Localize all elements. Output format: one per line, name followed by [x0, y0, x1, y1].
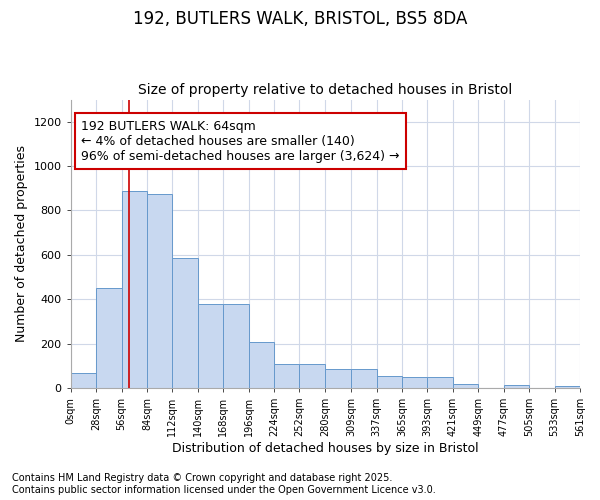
Bar — [402, 378, 427, 388]
Text: 192, BUTLERS WALK, BRISTOL, BS5 8DA: 192, BUTLERS WALK, BRISTOL, BS5 8DA — [133, 10, 467, 28]
Bar — [122, 190, 147, 388]
Bar — [223, 304, 248, 388]
Bar — [504, 385, 529, 388]
Bar — [96, 288, 122, 388]
Bar — [427, 378, 453, 388]
Bar — [274, 364, 299, 388]
Y-axis label: Number of detached properties: Number of detached properties — [15, 145, 28, 342]
Bar — [248, 342, 274, 388]
Bar — [554, 386, 580, 388]
Bar — [377, 376, 402, 388]
Bar — [71, 374, 96, 388]
Bar — [453, 384, 478, 388]
Title: Size of property relative to detached houses in Bristol: Size of property relative to detached ho… — [138, 83, 512, 97]
Bar — [351, 369, 377, 388]
Text: Contains HM Land Registry data © Crown copyright and database right 2025.
Contai: Contains HM Land Registry data © Crown c… — [12, 474, 436, 495]
Bar — [299, 364, 325, 388]
Bar — [198, 304, 223, 388]
Text: 192 BUTLERS WALK: 64sqm
← 4% of detached houses are smaller (140)
96% of semi-de: 192 BUTLERS WALK: 64sqm ← 4% of detached… — [81, 120, 400, 162]
Bar — [325, 369, 351, 388]
Bar — [172, 258, 198, 388]
Bar — [147, 194, 172, 388]
X-axis label: Distribution of detached houses by size in Bristol: Distribution of detached houses by size … — [172, 442, 479, 455]
